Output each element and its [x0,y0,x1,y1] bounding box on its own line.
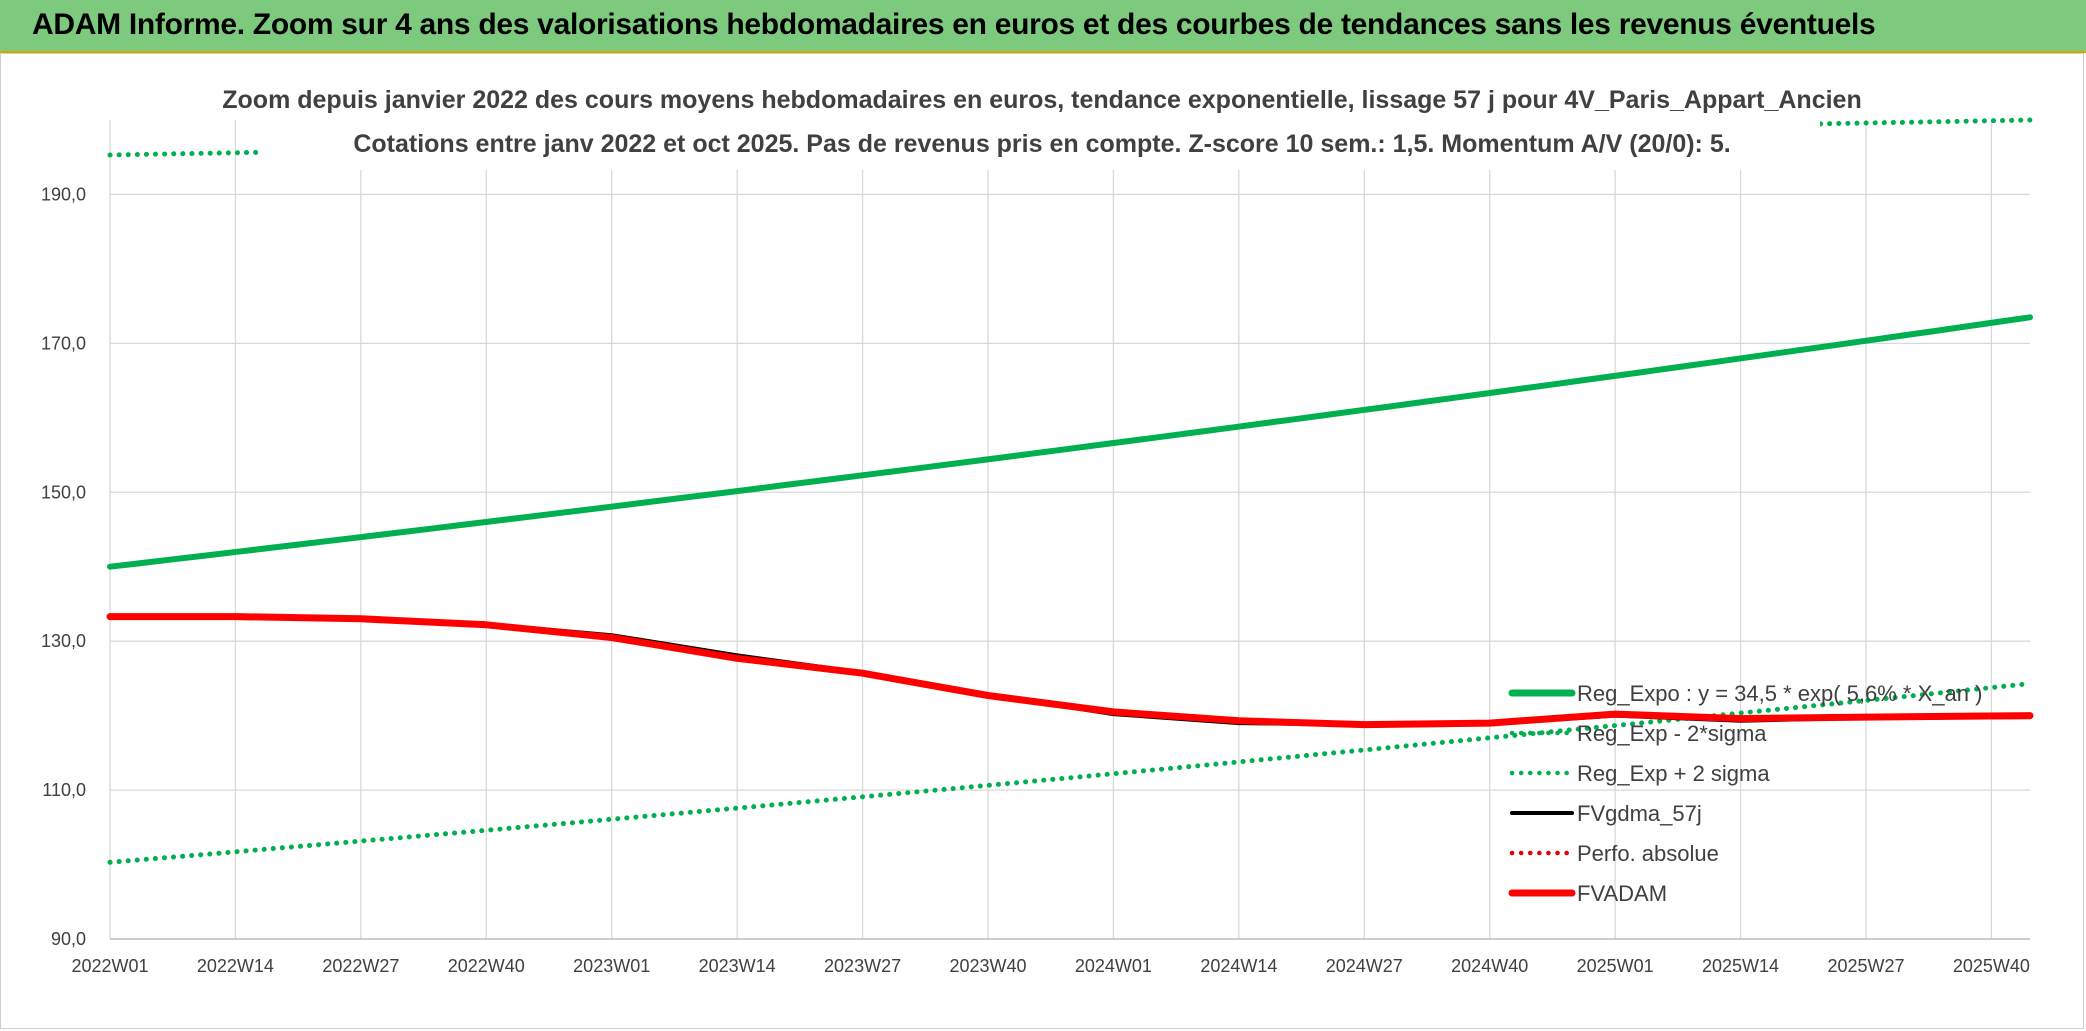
x-tick-label: 2022W01 [71,956,148,976]
x-tick-label: 2022W27 [322,956,399,976]
report-title: ADAM Informe. Zoom sur 4 ans des valoris… [32,8,1876,41]
series-reg-expo [107,314,2033,570]
x-tick-label: 2025W40 [1953,956,2030,976]
legend-label: FVADAM [1577,881,1667,906]
x-tick-label: 2023W27 [824,956,901,976]
x-tick-label: 2025W14 [1702,956,1779,976]
y-tick-label: 150,0 [41,482,86,502]
x-tick-label: 2024W01 [1075,956,1152,976]
x-tick-label: 2023W01 [573,956,650,976]
y-tick-label: 90,0 [51,929,86,949]
y-tick-label: 130,0 [41,631,86,651]
x-axis: 2022W01 2022W14 2022W27 2022W40 2023W01 2023W… [71,956,2029,976]
legend: Reg_Expo : y = 34,5 * exp( 5,6% * X_an )… [1508,681,1982,906]
y-tick-label: 110,0 [42,780,86,800]
chart-frame [0,53,2084,1029]
x-tick-label: 2024W27 [1326,956,1403,976]
legend-label: FVgdma_57j [1577,801,1702,826]
x-tick-label: 2022W14 [197,956,274,976]
legend-label: Perfo. absolue [1577,841,1719,866]
legend-label: Reg_Expo : y = 34,5 * exp( 5,6% * X_an ) [1577,681,1982,706]
grid [109,120,2030,940]
title-backdrop [260,80,1820,170]
legend-label: Reg_Exp - 2*sigma [1577,721,1767,746]
x-tick-label: 2022W40 [448,956,525,976]
x-tick-label: 2025W27 [1827,956,1904,976]
x-tick-label: 2024W40 [1451,956,1528,976]
x-tick-label: 2024W14 [1200,956,1277,976]
legend-label: Reg_Exp + 2 sigma [1577,761,1770,786]
series-group [106,117,2034,865]
x-tick-label: 2023W14 [699,956,776,976]
y-axis: 90,0 110,0 130,0 150,0 170,0 190,0 [41,184,86,949]
x-tick-label: 2023W40 [949,956,1026,976]
y-tick-label: 190,0 [41,184,86,204]
series-reg-exp-minus-2sigma [107,681,2033,865]
chart-title: Zoom depuis janvier 2022 des cours moyen… [222,86,1861,114]
report-banner: ADAM Informe. Zoom sur 4 ans des valoris… [0,0,2086,53]
y-tick-label: 170,0 [41,333,86,353]
chart-subtitle: Cotations entre janv 2022 et oct 2025. P… [353,130,1730,158]
x-tick-label: 2025W01 [1577,956,1654,976]
series-fvadam [106,613,2034,729]
